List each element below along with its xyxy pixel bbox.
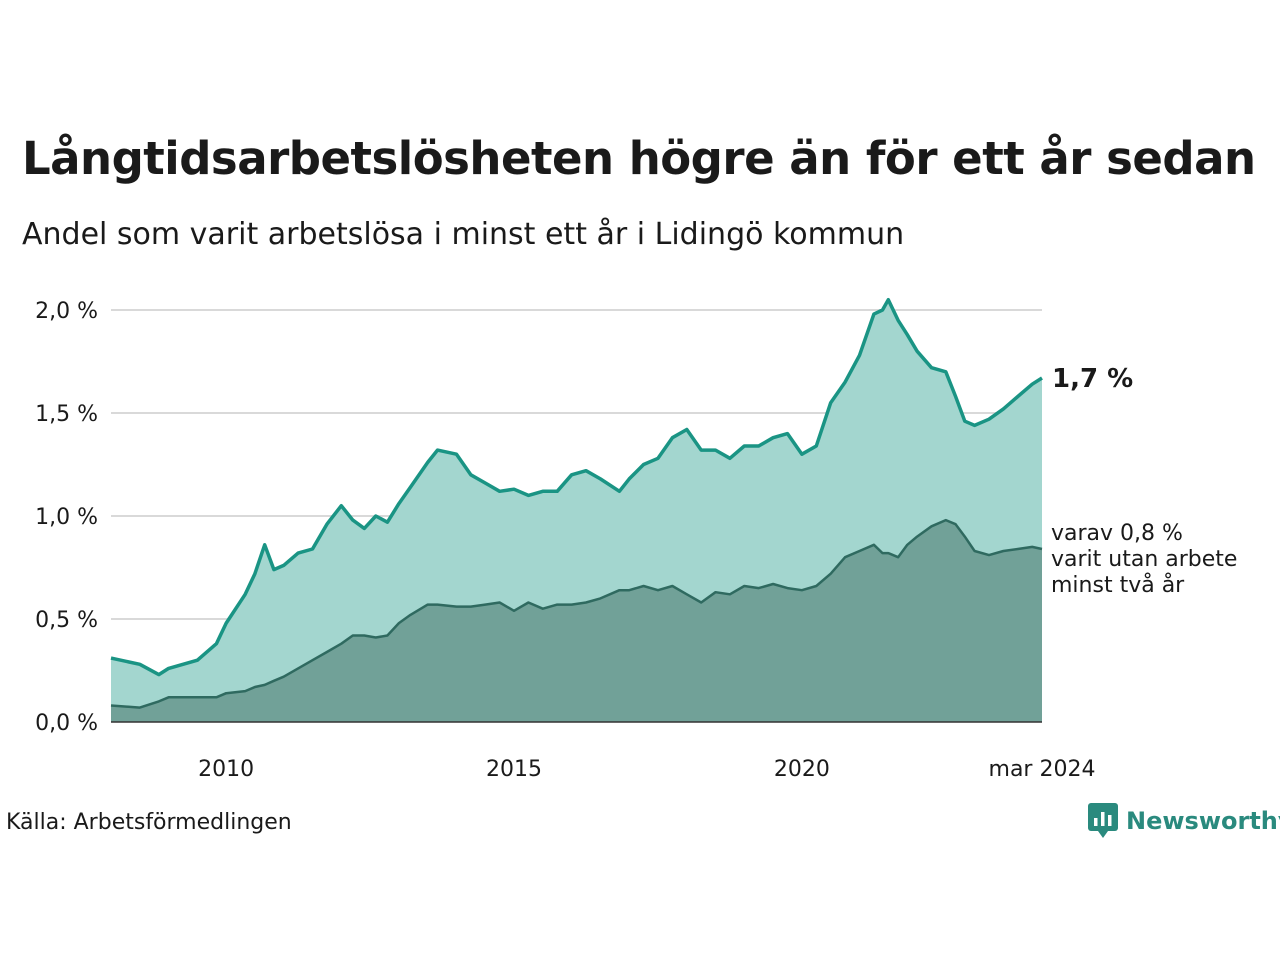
brand-name: Newsworthy <box>1126 807 1280 835</box>
y-tick-label: 1,0 % <box>35 505 98 530</box>
x-tick-label: 2015 <box>486 757 542 782</box>
sub-series-end-label: minst två år <box>1051 572 1185 598</box>
series-two-years-area <box>111 520 1042 722</box>
y-tick-label: 0,0 % <box>35 711 98 736</box>
x-tick-label: 2010 <box>198 757 254 782</box>
series-main-line <box>110 297 1043 677</box>
brand-logo[interactable]: Newsworthy <box>1088 803 1280 839</box>
chart-title: Långtidsarbetslösheten högre än för ett … <box>22 132 1256 185</box>
y-tick-label: 1,5 % <box>35 402 98 427</box>
source-note: Källa: Arbetsförmedlingen <box>6 810 292 835</box>
sub-series-end-label: varit utan arbete <box>1051 547 1237 572</box>
main-series-end-label: 1,7 % <box>1052 364 1133 394</box>
series-two-years-line <box>110 518 1043 709</box>
y-tick-label: 0,5 % <box>35 608 98 633</box>
newsworthy-logo-icon <box>1088 803 1118 838</box>
y-tick-label: 2,0 % <box>35 299 98 324</box>
x-tick-label: 2020 <box>774 757 830 782</box>
sub-series-end-label: varav 0,8 % <box>1051 521 1183 546</box>
x-tick-label: mar 2024 <box>989 757 1096 782</box>
chart-subtitle: Andel som varit arbetslösa i minst ett å… <box>22 217 905 252</box>
